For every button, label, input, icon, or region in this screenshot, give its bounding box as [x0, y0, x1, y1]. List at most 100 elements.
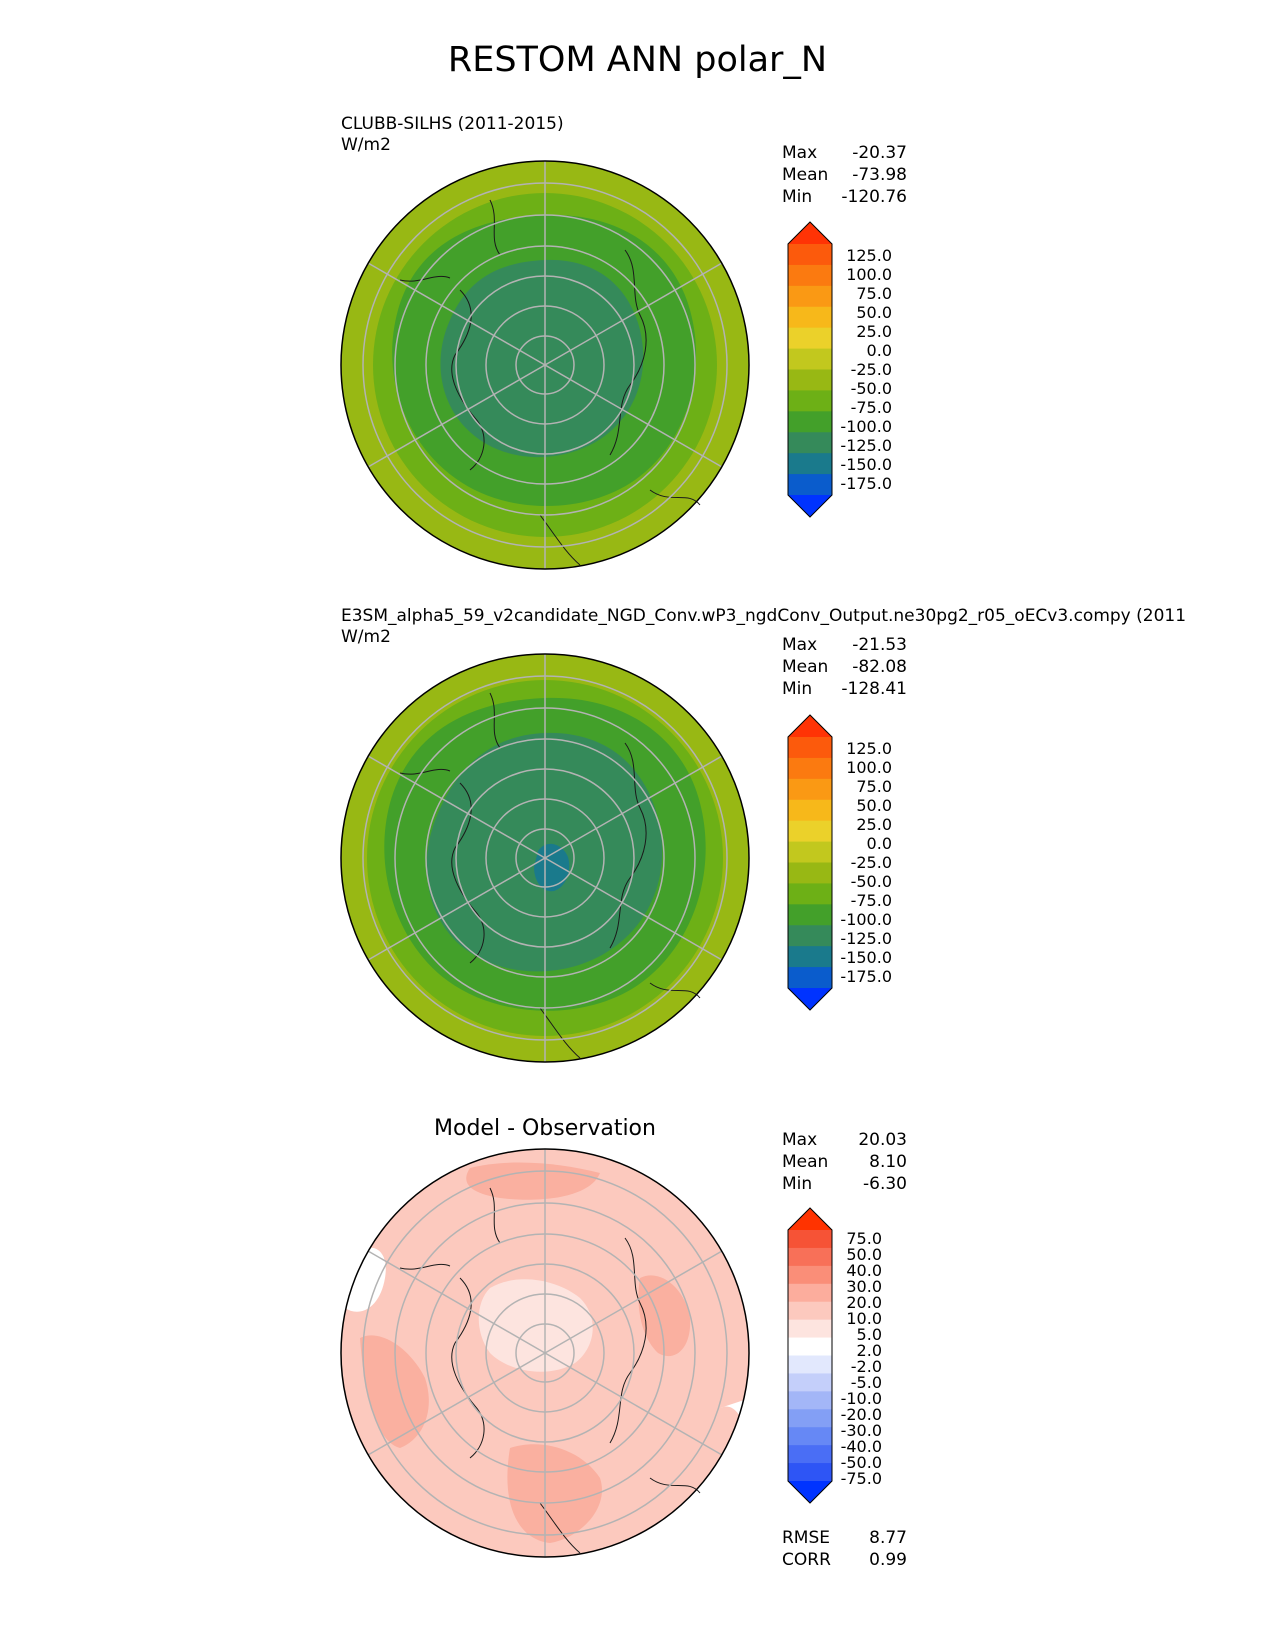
colorbar-tick: -175.0: [840, 967, 892, 986]
colorbar-bin: [788, 778, 832, 801]
colorbar-tick: 5.0: [856, 1325, 882, 1344]
map-frame: [340, 160, 750, 570]
colorbar-extend-min: [788, 495, 832, 517]
colorbar-tick: -20.0: [840, 1405, 882, 1424]
stat-label: Max: [782, 1130, 818, 1150]
colorbar-tick: -100.0: [840, 910, 892, 929]
colorbar-bin: [788, 1427, 832, 1446]
colorbar-bin: [788, 820, 832, 843]
colorbar-bin: [788, 264, 832, 287]
map-core-field: [440, 259, 644, 458]
colorbar-extend-max: [788, 715, 832, 737]
colorbar-tick: 50.0: [856, 303, 892, 322]
stat-value: 20.03: [858, 1130, 907, 1150]
colorbar-bin: [788, 862, 832, 884]
panel-1-title: CLUBB-SILHS (2011-2015): [341, 114, 564, 134]
metric-label: RMSE: [782, 1528, 831, 1548]
colorbar-tick: -150.0: [840, 948, 892, 967]
colorbar-tick: 20.0: [846, 1293, 882, 1312]
colorbar-tick: 10.0: [846, 1309, 882, 1328]
colorbar-tick: -30.0: [840, 1421, 882, 1440]
colorbar-tick: 125.0: [846, 739, 892, 758]
stat-label: Mean: [782, 1152, 829, 1172]
stat-value: -73.98: [852, 165, 907, 185]
colorbar-tick: -175.0: [840, 474, 892, 493]
colorbar-tick: -5.0: [850, 1373, 882, 1392]
colorbar-tick: 0.0: [866, 834, 892, 853]
map-diff-dark-band: [507, 1444, 602, 1543]
colorbar-bin: [788, 1391, 832, 1410]
colorbar-tick: -25.0: [850, 853, 892, 872]
colorbar-bin: [788, 883, 832, 905]
colorbar-bin: [788, 841, 832, 863]
colorbar-outline: [787, 714, 833, 1011]
colorbar-1: [787, 221, 833, 518]
colorbar-tick: 30.0: [846, 1277, 882, 1296]
colorbar-bin: [788, 1319, 832, 1339]
colorbar-extend-max: [788, 222, 832, 244]
colorbar-bin: [788, 904, 832, 926]
colorbar-tick: 40.0: [846, 1261, 882, 1280]
stat-value: -21.53: [852, 635, 907, 655]
colorbar-bin: [788, 474, 832, 496]
colorbar-tick: -75.0: [840, 1469, 882, 1488]
map-diff-dark-band: [360, 1335, 429, 1448]
colorbar-bin: [788, 1445, 832, 1464]
colorbar-bin: [788, 1283, 832, 1303]
colorbar-bin: [788, 1247, 832, 1267]
colorbar-bin: [788, 1265, 832, 1285]
colorbar-outline: [787, 1207, 833, 1504]
panel-2-title: E3SM_alpha5_59_v2candidate_NGD_Conv.wP3_…: [341, 606, 1187, 626]
stat-value: -128.41: [841, 679, 907, 699]
colorbar-bin: [788, 327, 832, 350]
colorbar-bin: [788, 1230, 832, 1249]
colorbar-tick: 25.0: [856, 322, 892, 341]
colorbar-bin: [788, 453, 832, 475]
colorbar-tick: -100.0: [840, 417, 892, 436]
colorbar-tick: 50.0: [856, 796, 892, 815]
colorbar-tick: -125.0: [840, 436, 892, 455]
stat-value: -120.76: [841, 187, 907, 207]
stat-label: Min: [782, 187, 813, 207]
map-blue-patch: [534, 843, 570, 892]
colorbar-tick: -75.0: [850, 398, 892, 417]
stat-label: Mean: [782, 657, 829, 677]
colorbar-tick: -125.0: [840, 929, 892, 948]
lat-lon-grid: [362, 654, 728, 1062]
colorbar-bin: [788, 411, 832, 433]
colorbar-tick: 100.0: [846, 758, 892, 777]
polar-map-1: [340, 160, 750, 570]
colorbar-extend-min: [788, 1481, 832, 1503]
stat-value: -6.30: [863, 1174, 907, 1194]
colorbar-bin: [788, 1355, 832, 1374]
colorbar-bin: [788, 967, 832, 989]
panel-1-units: W/m2: [341, 135, 391, 155]
map-frame: [340, 1148, 750, 1558]
colorbar-tick: 100.0: [846, 265, 892, 284]
polar-map-3: [340, 1148, 750, 1558]
colorbar-tick: 75.0: [856, 777, 892, 796]
panel-3-title: Model - Observation: [434, 1116, 656, 1141]
colorbar-tick: -25.0: [850, 360, 892, 379]
lat-lon-grid: [362, 1149, 728, 1557]
colorbar-tick: -50.0: [840, 1453, 882, 1472]
colorbar-tick: 0.0: [866, 341, 892, 360]
map-frame: [340, 653, 750, 1063]
colorbar-bin: [788, 306, 832, 329]
colorbar-tick: -40.0: [840, 1437, 882, 1456]
colorbar-tick: -2.0: [850, 1357, 882, 1376]
colorbar-tick: 75.0: [856, 284, 892, 303]
polar-map-2: [340, 653, 750, 1063]
colorbar-outline: [787, 221, 833, 518]
stat-label: Min: [782, 679, 813, 699]
colorbar-3: [787, 1207, 833, 1504]
colorbar-tick: 125.0: [846, 246, 892, 265]
colorbar-tick: -50.0: [850, 379, 892, 398]
stat-label: Min: [782, 1174, 813, 1194]
colorbar-bin: [788, 925, 832, 947]
colorbar-bin: [788, 946, 832, 968]
colorbar-bin: [788, 432, 832, 454]
colorbar-bin: [788, 1409, 832, 1428]
stat-value: 8.10: [869, 1152, 907, 1172]
metric-value: 8.77: [869, 1528, 907, 1548]
